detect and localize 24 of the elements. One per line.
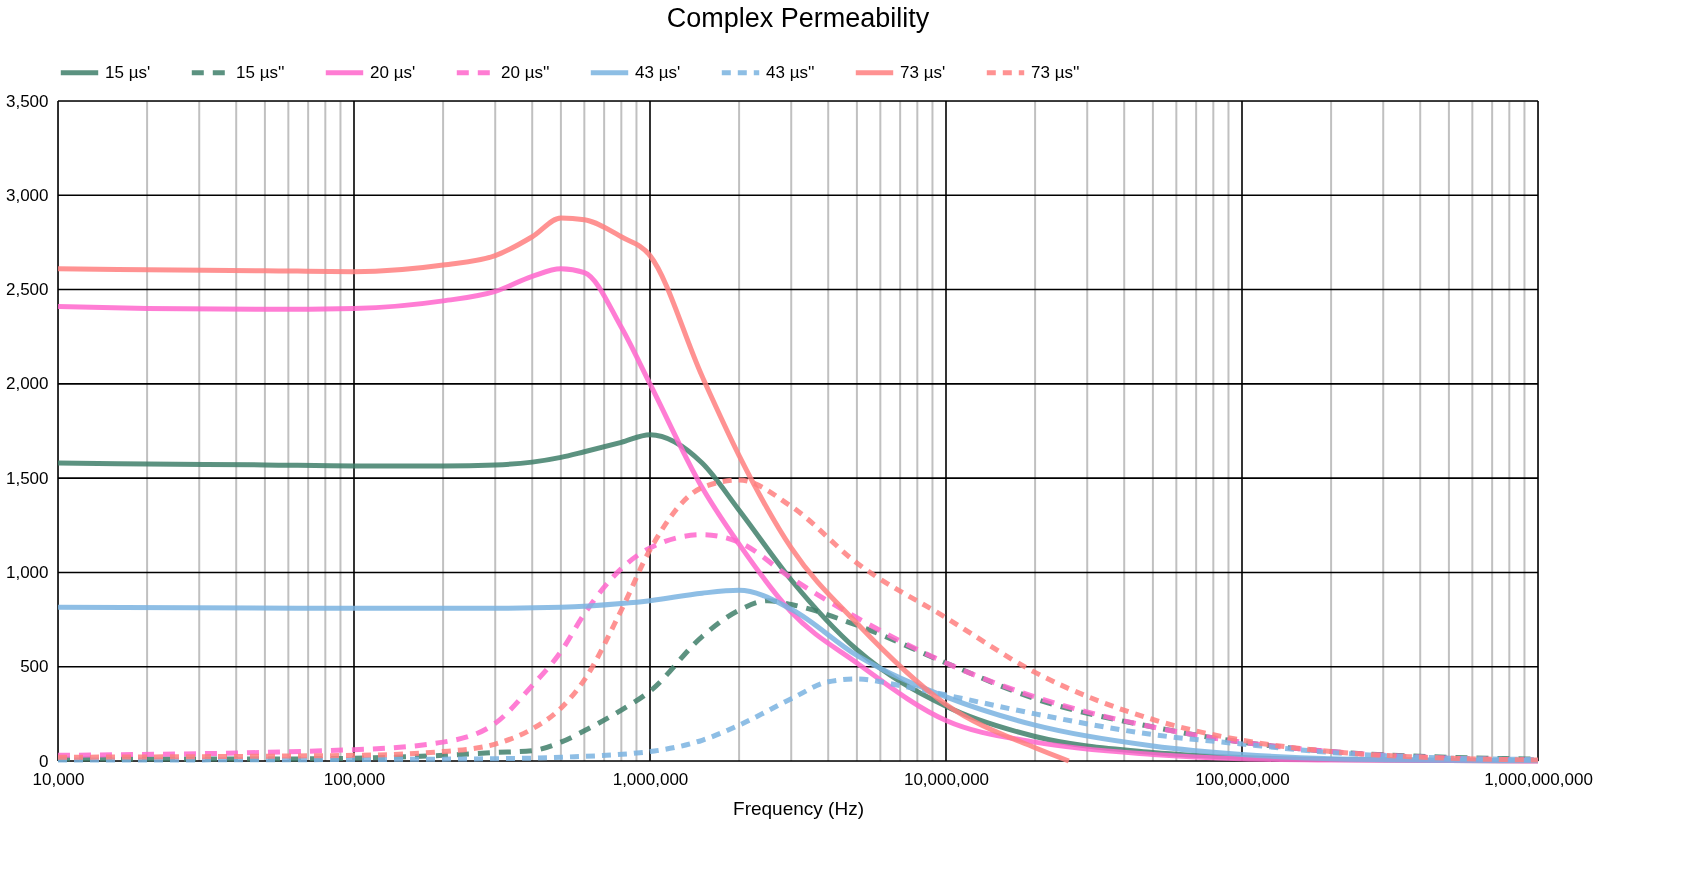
x-tick-label: 1,000,000,000 [1484,769,1593,789]
legend-label: 15 µs' [105,62,151,82]
y-tick-label: 3,000 [5,185,49,205]
legend-label: 43 µs'' [766,62,815,82]
x-tick-label: 10,000 [32,769,85,789]
legend-label: 15 µs'' [236,62,285,82]
legend-label: 43 µs' [635,62,681,82]
x-tick-label: 10,000,000 [903,769,990,789]
x-tick-label: 100,000,000 [1195,769,1290,789]
y-tick-label: 0 [39,751,49,771]
chart-title: Complex Permeability [666,3,930,33]
legend-label: 73 µs' [900,62,946,82]
y-tick-label: 1,500 [5,468,49,488]
x-axis-title: Frequency (Hz) [733,797,864,819]
y-tick-label: 500 [20,657,49,677]
y-tick-label: 2,500 [5,280,49,300]
legend-label: 20 µs' [370,62,416,82]
y-tick-label: 2,000 [5,374,49,394]
y-tick-label: 1,000 [5,562,49,582]
x-tick-label: 1,000,000 [612,769,689,789]
legend-label: 20 µs'' [501,62,550,82]
x-tick-label: 100,000 [323,769,386,789]
legend-label: 73 µs'' [1031,62,1080,82]
y-tick-label: 3,500 [5,91,49,111]
